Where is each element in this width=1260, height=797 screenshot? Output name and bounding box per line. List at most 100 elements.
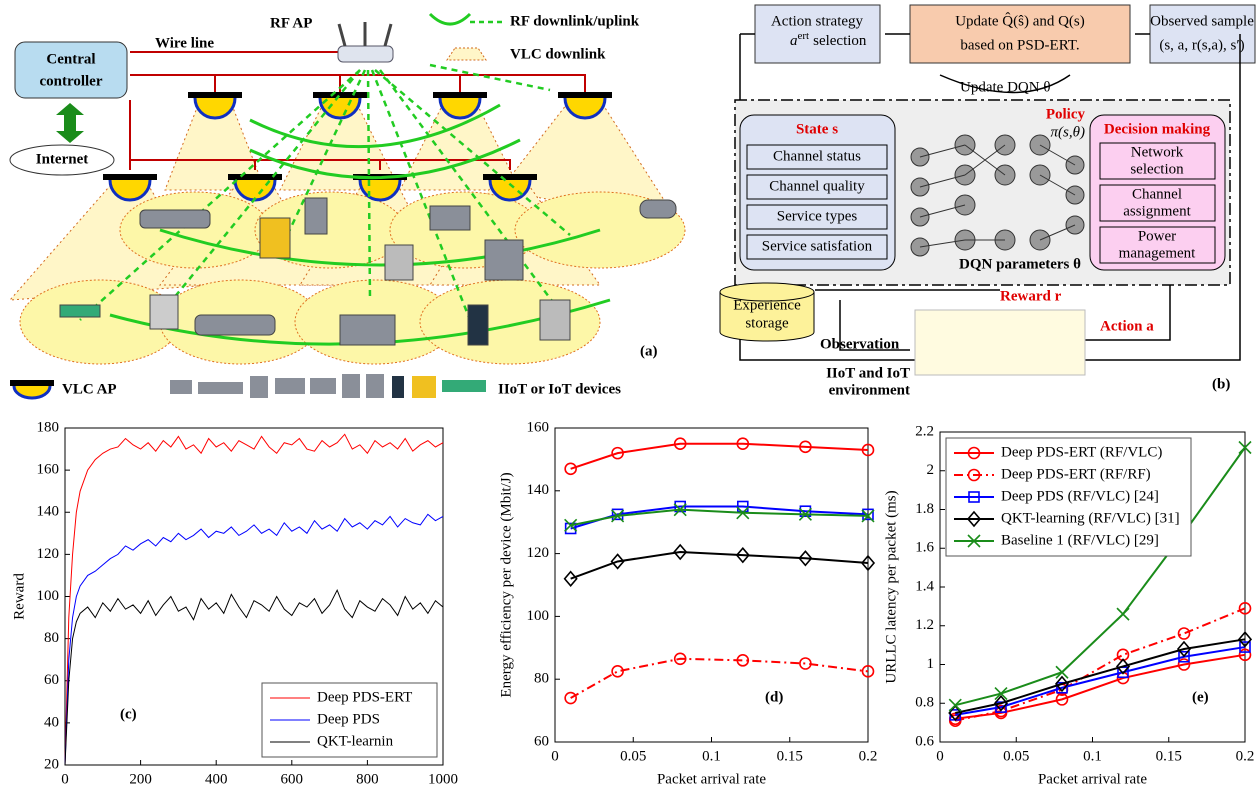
y-tick-label: 160 xyxy=(37,462,60,478)
y-tick-label: 2.2 xyxy=(915,423,934,439)
panel-label: (d) xyxy=(765,689,783,705)
y-tick-label: 40 xyxy=(44,714,59,730)
x-tick-label: 0.15 xyxy=(777,748,803,764)
y-tick-label: 120 xyxy=(37,546,60,562)
y-tick-label: 100 xyxy=(37,588,60,604)
figure: Wire line Central controller Internet RF… xyxy=(0,0,1260,797)
decision-item: assignment xyxy=(1123,203,1191,219)
controller-box xyxy=(15,42,127,98)
x-tick-label: 0 xyxy=(551,748,559,764)
panel-a: Wire line Central controller Internet RF… xyxy=(10,13,685,398)
legend-label: Deep PDS xyxy=(317,711,380,727)
update-label: Update Q̂(ŝ) and Q(s) xyxy=(955,12,1085,29)
y-axis-label: Energy efficiency per device (Mbit/J) xyxy=(498,472,514,697)
decision-item: selection xyxy=(1130,161,1184,177)
device-legend-icons xyxy=(170,374,486,398)
decision-title: Decision making xyxy=(1104,121,1211,137)
link-arrow xyxy=(56,103,84,143)
legend-label: QKT-learnin xyxy=(317,733,394,749)
antennas xyxy=(339,22,391,46)
decision-item: Power xyxy=(1138,228,1176,244)
legend-rf-icon xyxy=(430,14,470,24)
internet-label: Internet xyxy=(36,151,89,167)
policy-label: π(s,θ) xyxy=(1051,124,1085,140)
panel-label: (e) xyxy=(1192,689,1209,705)
y-tick-label: 180 xyxy=(37,419,60,435)
state-item: Service types xyxy=(777,208,858,224)
y-tick-label: 0.6 xyxy=(915,733,934,749)
x-tick-label: 0 xyxy=(936,748,944,764)
y-tick-label: 120 xyxy=(527,545,550,561)
legend-vlc-icon xyxy=(447,48,486,60)
observed-label: (s, a, r(s,a), s′) xyxy=(1159,37,1244,53)
series-line xyxy=(955,655,1245,719)
x-tick-label: 0.1 xyxy=(702,748,721,764)
x-tick-label: 600 xyxy=(281,771,304,787)
x-tick-label: 0.1 xyxy=(1083,748,1102,764)
chart: 0200400600800100020406080100120140160180… xyxy=(11,419,458,797)
x-tick-label: 0 xyxy=(61,771,69,787)
y-tick-label: 60 xyxy=(534,733,549,749)
y-tick-label: 1.4 xyxy=(915,578,934,594)
marker xyxy=(1117,608,1129,620)
plot-frame xyxy=(555,428,868,742)
y-tick-label: 20 xyxy=(44,756,59,772)
observation-label: Observation xyxy=(820,336,900,352)
y-tick-label: 1.8 xyxy=(915,501,934,517)
storage-label: storage xyxy=(745,315,789,331)
y-axis-label: URLLC latency per packet (ms) xyxy=(883,490,899,683)
legend-rf-label: RF downlink/uplink xyxy=(510,13,640,29)
update-label: based on PSD-ERT. xyxy=(960,37,1079,53)
y-tick-label: 1.6 xyxy=(915,540,934,556)
x-axis-label: Packet arrival rate xyxy=(1038,771,1147,787)
legend-label: Deep PDS-ERT xyxy=(317,689,412,705)
decision-item: management xyxy=(1119,245,1196,261)
x-tick-label: 200 xyxy=(129,771,152,787)
policy-label: Policy xyxy=(1046,106,1086,122)
environment-label: environment xyxy=(829,382,910,398)
legend-label: Baseline 1 (RF/VLC) [29] xyxy=(1001,532,1159,548)
y-tick-label: 1 xyxy=(927,656,935,672)
y-tick-label: 0.8 xyxy=(915,695,934,711)
x-tick-label: 0.15 xyxy=(1156,748,1182,764)
y-tick-label: 160 xyxy=(527,419,550,435)
x-tick-label: 0.05 xyxy=(1003,748,1029,764)
decision-item: Channel xyxy=(1132,186,1182,202)
chart: 0 0.05 0.1 0.15 0.2 0.6 0.8 1 1.2 1.4 1.6 1.8 2 2.2 Pa… xyxy=(883,423,1254,787)
y-axis-label: Reward xyxy=(11,573,27,620)
controller-label: Central xyxy=(46,51,95,67)
panel-label: (a) xyxy=(640,343,658,359)
state-item: Channel status xyxy=(773,148,861,164)
y-tick-label: 80 xyxy=(44,630,59,646)
reward-label: Reward r xyxy=(1000,288,1062,304)
action-label: Action strategy xyxy=(771,13,864,29)
x-tick-label: 400 xyxy=(205,771,228,787)
x-tick-label: 800 xyxy=(356,771,379,787)
wire-line-label: Wire line xyxy=(155,35,214,51)
storage-label: Experience xyxy=(733,297,801,313)
chart: 00.050.10.150.26080100120140160Packet ar… xyxy=(498,419,877,787)
dqn-params-label: DQN parameters θ xyxy=(959,256,1081,272)
y-tick-label: 140 xyxy=(37,504,60,520)
y-tick-label: 80 xyxy=(534,671,549,687)
series-line xyxy=(571,659,868,698)
legend-vlc-label: VLC downlink xyxy=(510,46,606,62)
y-tick-label: 1.2 xyxy=(915,617,934,633)
y-tick-label: 2 xyxy=(927,462,935,478)
vlc-ap-label: VLC AP xyxy=(62,381,117,397)
x-tick-label: 0.2 xyxy=(1236,748,1255,764)
state-item: Channel quality xyxy=(769,178,865,194)
x-tick-label: 1000 xyxy=(428,771,458,787)
legend-label: Deep PDS-ERT (RF/RF) xyxy=(1001,466,1151,482)
legend-label: QKT-learning (RF/VLC) [31] xyxy=(1001,510,1180,526)
x-axis-label: Packet arrival rate xyxy=(657,771,766,787)
marker xyxy=(995,688,1007,700)
rf-ap-label: RF AP xyxy=(270,15,312,31)
state-title: State s xyxy=(796,121,838,137)
legend-label: Deep PDS (RF/VLC) [24] xyxy=(1001,488,1159,504)
marker xyxy=(1179,628,1190,639)
action-superscript: ert xyxy=(798,30,810,42)
environment-thumbnail xyxy=(915,310,1085,375)
action-label: selection xyxy=(813,33,867,49)
